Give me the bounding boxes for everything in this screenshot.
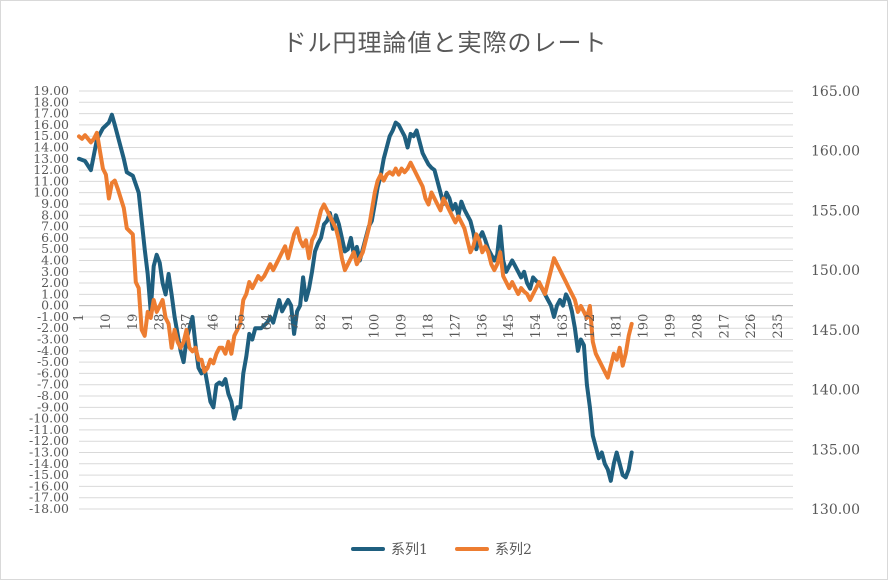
left-tick-label: 17.00 [33, 106, 69, 121]
x-tick-label: 145 [502, 314, 517, 339]
legend-label-2: 系列2 [495, 542, 532, 558]
left-tick-label: -6.00 [37, 365, 69, 380]
x-tick-label: 208 [690, 314, 705, 339]
x-tick-label: 10 [99, 314, 114, 331]
x-tick-label: 64 [260, 314, 275, 331]
left-tick-label: 16.00 [33, 117, 69, 132]
left-tick-label: -4.00 [37, 343, 69, 358]
left-tick-label: 19.00 [33, 83, 69, 98]
x-tick-label: 127 [448, 314, 463, 339]
left-tick-label: -15.00 [29, 467, 69, 482]
left-tick-label: 14.00 [33, 139, 69, 154]
left-tick-label: 4.00 [41, 252, 69, 267]
left-tick-label: -12.00 [29, 433, 69, 448]
left-tick-label: 3.00 [41, 264, 69, 279]
left-tick-label: -8.00 [37, 388, 69, 403]
left-tick-label: -7.00 [37, 377, 69, 392]
left-tick-label: 11.00 [33, 173, 69, 188]
right-tick-label: 140.00 [811, 383, 860, 399]
chart-title: ドル円理論値と実際のレート [282, 29, 608, 57]
right-tick-label: 135.00 [811, 442, 860, 458]
x-tick-label: 154 [529, 314, 544, 339]
left-tick-label: 2.00 [41, 275, 69, 290]
x-tick-label: 226 [744, 314, 759, 339]
left-tick-label: -9.00 [37, 399, 69, 414]
left-tick-label: 10.00 [33, 185, 69, 200]
x-tick-label: 19 [126, 314, 141, 331]
x-tick-label: 118 [422, 314, 437, 339]
left-tick-label: -16.00 [29, 478, 69, 493]
left-tick-label: 9.00 [41, 196, 69, 211]
x-tick-label: 28 [153, 314, 168, 331]
series-lines [77, 112, 634, 483]
right-tick-label: 150.00 [811, 263, 860, 279]
series-line-2 [77, 130, 634, 380]
left-tick-label: -18.00 [29, 501, 69, 516]
x-tick-label: 199 [664, 314, 679, 339]
right-tick-label: 160.00 [811, 144, 860, 160]
right-axis-ticks: 165.00 160.00 155.00 150.00 145.00 140.00 135.… [811, 84, 860, 518]
x-tick-label: 91 [341, 314, 356, 331]
left-tick-label: 1.00 [41, 286, 69, 301]
x-axis-ticks: 1 10 19 28 37 46 55 64 73 82 91 100 109 118 127 136 145 1… [72, 314, 786, 339]
legend-label-1: 系列1 [391, 542, 428, 558]
x-tick-label: 172 [583, 314, 598, 339]
left-tick-label: 6.00 [41, 230, 69, 245]
right-tick-label: 130.00 [811, 502, 860, 518]
x-tick-label: 37 [180, 314, 195, 331]
right-tick-label: 165.00 [811, 84, 860, 100]
left-tick-label: -17.00 [29, 490, 69, 505]
x-tick-label: 163 [556, 314, 571, 339]
left-tick-label: 8.00 [41, 207, 69, 222]
left-tick-label: -1.00 [37, 309, 69, 324]
left-tick-label: -5.00 [37, 354, 69, 369]
x-tick-label: 100 [368, 314, 383, 339]
left-tick-label: 12.00 [33, 162, 69, 177]
left-tick-label: 18.00 [33, 94, 69, 109]
right-tick-label: 145.00 [811, 323, 860, 339]
left-tick-label: 0.00 [41, 298, 69, 313]
legend: 系列1 系列2 [351, 542, 532, 558]
x-tick-label: 190 [637, 314, 652, 339]
x-tick-label: 235 [771, 314, 786, 339]
left-tick-label: 13.00 [33, 151, 69, 166]
left-tick-label: 5.00 [41, 241, 69, 256]
x-tick-label: 46 [206, 314, 221, 331]
gridlines [79, 90, 793, 510]
left-tick-label: -2.00 [37, 320, 69, 335]
x-tick-label: 181 [610, 314, 625, 339]
left-tick-label: -3.00 [37, 332, 69, 347]
x-tick-label: 82 [314, 314, 329, 331]
x-tick-label: 55 [233, 314, 248, 331]
x-tick-label: 136 [475, 314, 490, 339]
x-tick-label: 1 [72, 314, 87, 322]
x-tick-label: 217 [717, 314, 732, 339]
right-tick-label: 155.00 [811, 203, 860, 219]
left-tick-label: 7.00 [41, 219, 69, 234]
left-tick-label: -13.00 [29, 445, 69, 460]
left-tick-label: -14.00 [29, 456, 69, 471]
left-tick-label: -10.00 [29, 411, 69, 426]
x-tick-label: 109 [395, 314, 410, 339]
left-axis-ticks: 19.0018.0017.0016.0015.0014.0013.0012.00… [29, 83, 69, 516]
left-tick-label: -11.00 [29, 422, 69, 437]
x-tick-label: 73 [287, 314, 302, 331]
left-tick-label: 15.00 [33, 128, 69, 143]
